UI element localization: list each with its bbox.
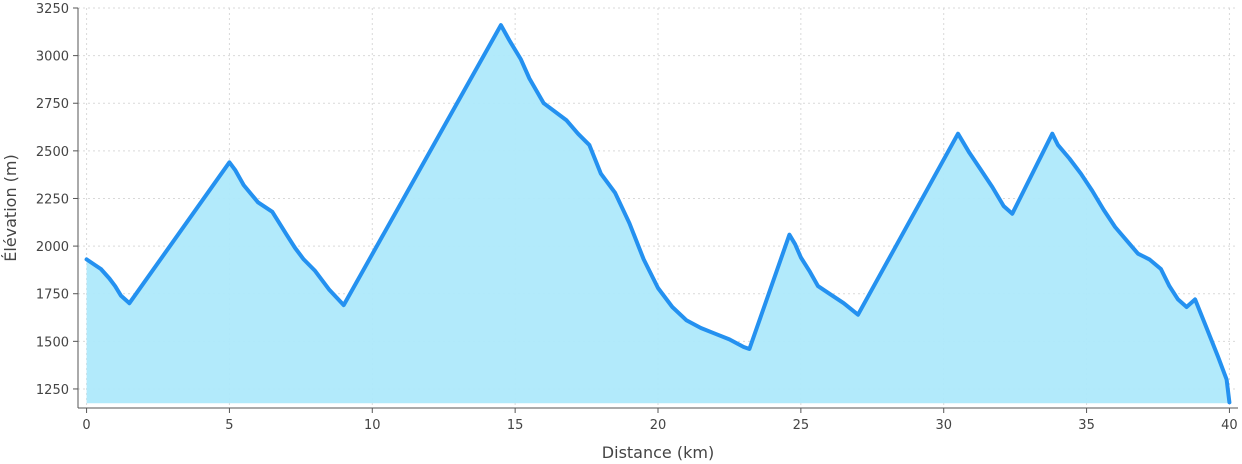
x-axis-ticks: 0 5 10 15 20 25 30 35 40 [82, 408, 1238, 433]
y-axis-title: Élévation (m) [1, 154, 20, 261]
x-tick-label: 15 [507, 418, 524, 433]
y-tick-label: 2500 [36, 145, 69, 160]
x-tick-label: 40 [1221, 418, 1238, 433]
elevation-line [84, 23, 1232, 405]
x-tick-label: 30 [935, 418, 952, 433]
elevation-area-fill [86, 25, 1230, 404]
x-tick-label: 0 [82, 418, 90, 433]
y-tick-label: 3250 [36, 2, 69, 17]
y-tick-label: 3000 [36, 50, 69, 65]
y-tick-label: 2750 [36, 97, 69, 112]
x-tick-label: 5 [225, 418, 233, 433]
y-tick-label: 1750 [36, 288, 69, 303]
y-tick-label: 1250 [36, 383, 69, 398]
x-tick-label: 10 [364, 418, 381, 433]
x-tick-label: 20 [650, 418, 667, 433]
y-tick-label: 2000 [36, 240, 69, 255]
x-tick-label: 35 [1078, 418, 1095, 433]
x-axis-title: Distance (km) [602, 443, 714, 462]
y-axis-ticks: 1250 1500 1750 2000 2250 2500 2750 3000 3250 [36, 2, 78, 398]
x-tick-label: 25 [793, 418, 810, 433]
y-tick-label: 1500 [36, 335, 69, 350]
y-tick-label: 2250 [36, 192, 69, 207]
